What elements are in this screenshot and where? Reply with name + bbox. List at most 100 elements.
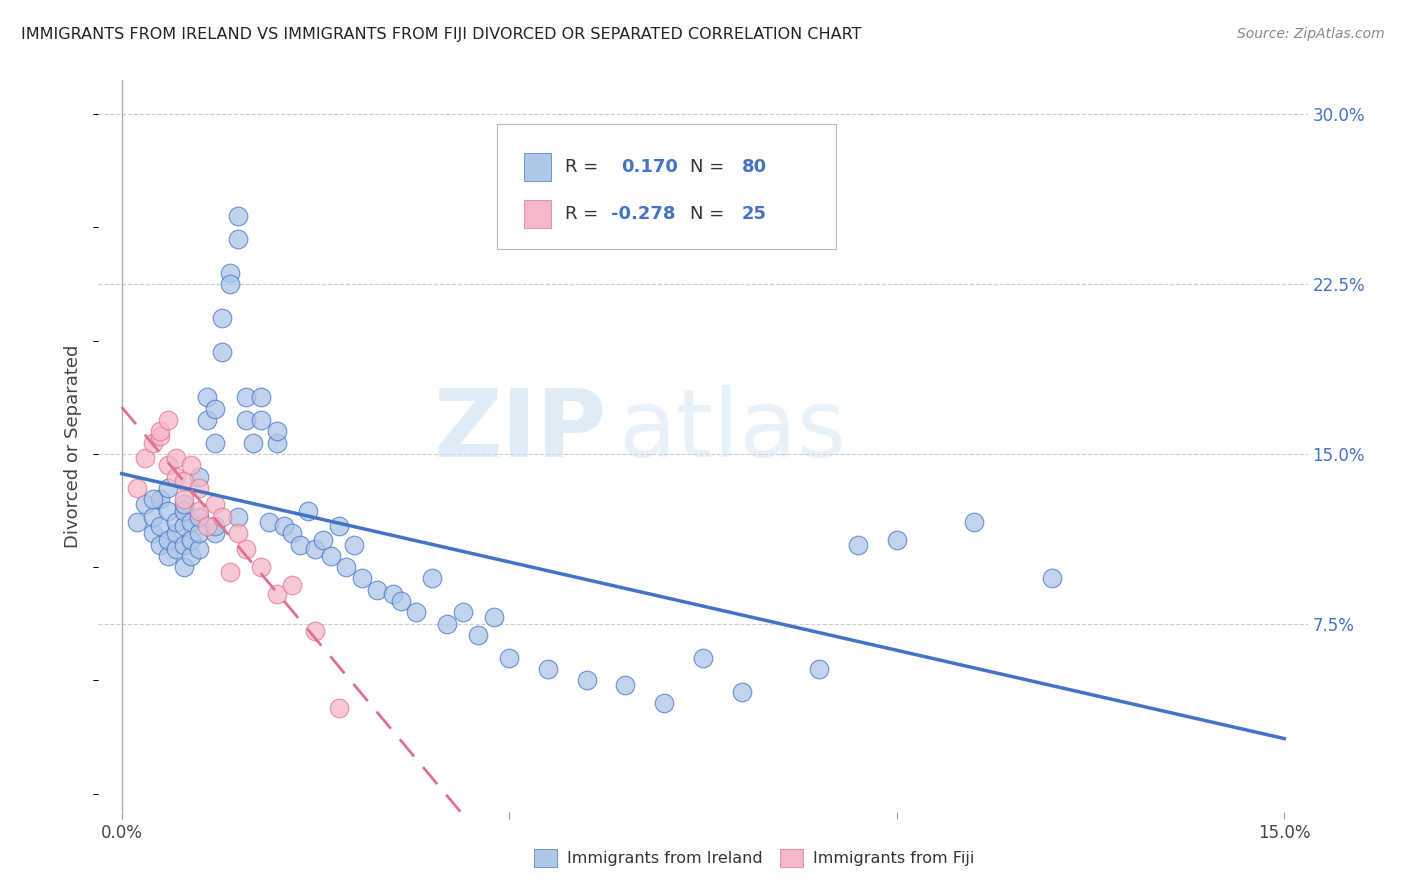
- Point: [149, 424, 172, 438]
- Point: [266, 587, 288, 601]
- Text: IMMIGRANTS FROM IRELAND VS IMMIGRANTS FROM FIJI DIVORCED OR SEPARATED CORRELATIO: IMMIGRANTS FROM IRELAND VS IMMIGRANTS FR…: [21, 27, 862, 42]
- Point: [204, 519, 226, 533]
- Point: [165, 469, 187, 483]
- Point: [219, 565, 242, 579]
- Point: [188, 469, 211, 483]
- Point: [204, 526, 226, 541]
- Point: [142, 526, 165, 541]
- Point: [731, 684, 754, 698]
- Point: [188, 542, 211, 557]
- Point: [180, 549, 202, 563]
- Point: [288, 537, 311, 551]
- Point: [165, 515, 187, 529]
- Point: [226, 526, 249, 541]
- Point: [219, 277, 242, 291]
- Point: [188, 510, 211, 524]
- Point: [157, 481, 180, 495]
- Point: [335, 560, 357, 574]
- Point: [420, 572, 443, 586]
- Point: [149, 492, 172, 507]
- Point: [173, 474, 195, 488]
- Point: [257, 515, 280, 529]
- Point: [127, 515, 149, 529]
- FancyBboxPatch shape: [524, 153, 551, 181]
- Point: [235, 390, 257, 404]
- Point: [157, 549, 180, 563]
- Point: [328, 519, 350, 533]
- Point: [157, 533, 180, 547]
- Point: [242, 435, 264, 450]
- Point: [250, 560, 273, 574]
- Text: Immigrants from Fiji: Immigrants from Fiji: [813, 851, 974, 865]
- Point: [195, 390, 218, 404]
- Text: Source: ZipAtlas.com: Source: ZipAtlas.com: [1237, 27, 1385, 41]
- Point: [482, 610, 505, 624]
- Point: [266, 435, 288, 450]
- Point: [319, 549, 342, 563]
- Text: 80: 80: [742, 158, 766, 176]
- Y-axis label: Divorced or Separated: Divorced or Separated: [65, 344, 83, 548]
- Point: [211, 311, 233, 326]
- Point: [188, 503, 211, 517]
- Point: [211, 345, 233, 359]
- Point: [127, 481, 149, 495]
- Point: [157, 458, 180, 473]
- Text: R =: R =: [565, 205, 605, 223]
- Point: [846, 537, 869, 551]
- Point: [226, 510, 249, 524]
- Point: [226, 209, 249, 223]
- Point: [188, 481, 211, 495]
- Point: [173, 492, 195, 507]
- Point: [467, 628, 489, 642]
- Point: [226, 232, 249, 246]
- Text: ZIP: ZIP: [433, 385, 606, 477]
- Point: [235, 542, 257, 557]
- Text: 0.170: 0.170: [621, 158, 678, 176]
- Point: [281, 526, 304, 541]
- Point: [281, 578, 304, 592]
- Point: [273, 519, 295, 533]
- Text: 25: 25: [742, 205, 766, 223]
- Point: [180, 515, 202, 529]
- Point: [204, 401, 226, 416]
- Point: [142, 492, 165, 507]
- Point: [537, 662, 560, 676]
- Point: [304, 542, 326, 557]
- Point: [266, 424, 288, 438]
- Point: [343, 537, 366, 551]
- Point: [250, 413, 273, 427]
- Text: R =: R =: [565, 158, 605, 176]
- Point: [142, 435, 165, 450]
- Point: [195, 519, 218, 533]
- Point: [180, 458, 202, 473]
- Point: [195, 413, 218, 427]
- Point: [652, 696, 675, 710]
- Point: [575, 673, 598, 688]
- Point: [389, 594, 412, 608]
- Point: [451, 606, 474, 620]
- Point: [366, 582, 388, 597]
- Point: [304, 624, 326, 638]
- Point: [963, 515, 986, 529]
- Point: [149, 429, 172, 443]
- Point: [157, 413, 180, 427]
- Point: [219, 266, 242, 280]
- Point: [405, 606, 427, 620]
- Point: [173, 519, 195, 533]
- Point: [204, 435, 226, 450]
- Point: [173, 497, 195, 511]
- Point: [692, 650, 714, 665]
- Point: [165, 451, 187, 466]
- FancyBboxPatch shape: [498, 124, 837, 249]
- FancyBboxPatch shape: [524, 200, 551, 227]
- Point: [614, 678, 637, 692]
- Point: [235, 413, 257, 427]
- Text: Immigrants from Ireland: Immigrants from Ireland: [567, 851, 762, 865]
- Point: [149, 519, 172, 533]
- Point: [381, 587, 404, 601]
- Point: [886, 533, 908, 547]
- Point: [436, 616, 458, 631]
- Point: [312, 533, 335, 547]
- Text: atlas: atlas: [619, 385, 846, 477]
- Point: [297, 503, 319, 517]
